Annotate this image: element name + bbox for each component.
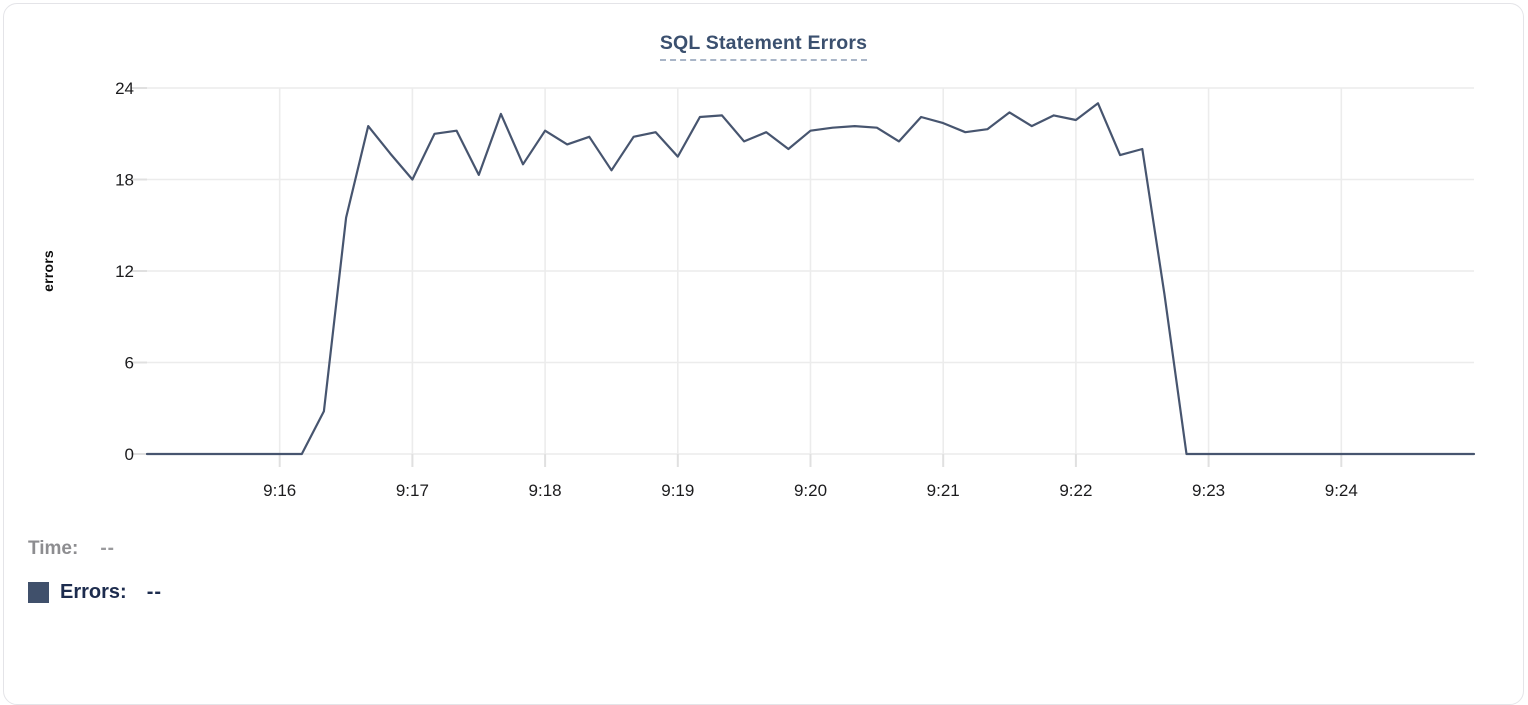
chart-legend: Time: -- Errors: -- xyxy=(28,538,162,604)
y-tick-label: 24 xyxy=(115,79,134,98)
x-tick-label: 9:24 xyxy=(1325,481,1358,500)
chart-title-wrap: SQL Statement Errors xyxy=(4,32,1523,61)
x-tick-label: 9:21 xyxy=(927,481,960,500)
errors-series-swatch xyxy=(28,582,49,603)
legend-errors-label: Errors: xyxy=(60,581,127,603)
x-tick-label: 9:20 xyxy=(794,481,827,500)
chart-card: SQL Statement Errors 0 6 12 18 24 9:16 9:17 9:1… xyxy=(3,3,1524,705)
x-tick-label: 9:19 xyxy=(661,481,694,500)
legend-errors-row[interactable]: Errors: -- xyxy=(28,581,162,604)
y-tick-label: 6 xyxy=(125,354,134,373)
legend-errors-value: -- xyxy=(146,581,163,603)
x-tick-label: 9:18 xyxy=(529,481,562,500)
y-tick-label: 18 xyxy=(115,171,134,190)
x-tick-label: 9:17 xyxy=(396,481,429,500)
x-tick-label: 9:22 xyxy=(1059,481,1092,500)
legend-time-row: Time: -- xyxy=(28,538,162,560)
x-tick-label: 9:23 xyxy=(1192,481,1225,500)
x-tick-label: 9:16 xyxy=(263,481,296,500)
y-axis-title: errors xyxy=(40,250,56,292)
legend-time-value: -- xyxy=(100,538,115,559)
errors-line-chart[interactable]: 0 6 12 18 24 9:16 9:17 9:18 9:19 9:20 9:21 9:22 9:23… xyxy=(4,4,1528,516)
legend-time-label: Time: xyxy=(28,538,79,559)
y-tick-label: 12 xyxy=(115,262,134,281)
errors-series-line xyxy=(145,102,1476,456)
chart-title[interactable]: SQL Statement Errors xyxy=(659,32,868,61)
y-tick-label: 0 xyxy=(125,445,134,464)
